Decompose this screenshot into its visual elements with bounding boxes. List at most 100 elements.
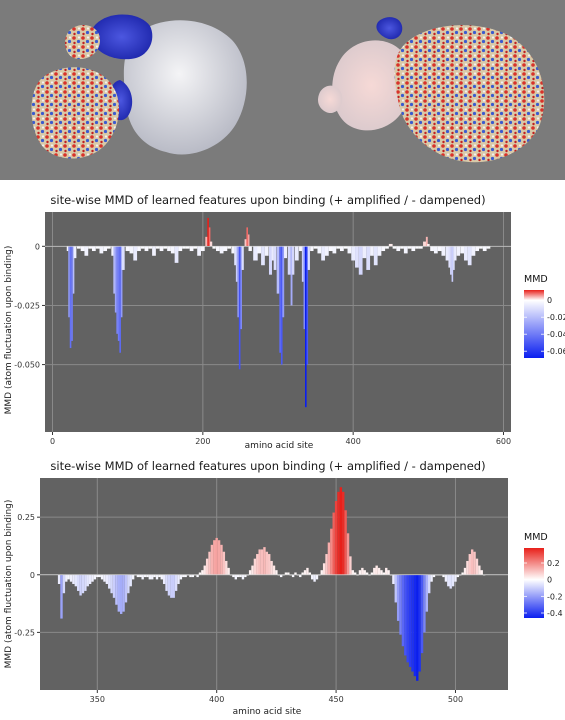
- bar-mark: [361, 567, 364, 575]
- legend-colorbar: [524, 548, 544, 618]
- bar-mark: [119, 246, 121, 353]
- x-tick-label: 400: [346, 437, 361, 446]
- bar-mark: [136, 574, 140, 578]
- bar-mark: [420, 574, 424, 654]
- bar-mark: [284, 572, 288, 575]
- bar-mark: [430, 574, 433, 582]
- bar-mark: [189, 574, 192, 578]
- bar-mark: [103, 574, 106, 582]
- bar-mark: [93, 574, 97, 580]
- bar-mark: [388, 243, 393, 247]
- bar-mark: [77, 574, 80, 591]
- bar-mark: [84, 574, 87, 591]
- bar-mark: [328, 246, 333, 252]
- bar-mark: [411, 574, 414, 672]
- bar-mark: [193, 246, 198, 249]
- legend-label: -0.06: [547, 347, 565, 356]
- bar-mark: [256, 554, 259, 575]
- bar-mark: [65, 574, 68, 582]
- bar-mark: [129, 246, 134, 254]
- bar-mark: [240, 246, 242, 330]
- legend-colorbar: [524, 290, 544, 358]
- bar-mark: [470, 549, 474, 575]
- bar-mark: [88, 246, 92, 249]
- bar-mark: [370, 246, 374, 256]
- bar-mark: [155, 246, 160, 249]
- bar-mark: [432, 574, 436, 578]
- bar-mark: [239, 574, 242, 578]
- bar-mark: [454, 574, 457, 582]
- bar-mark: [327, 542, 331, 575]
- bar-mark: [159, 246, 164, 252]
- bar-mark: [322, 563, 326, 575]
- bar-mark: [177, 574, 180, 584]
- protein-complex-surface-right: [318, 17, 545, 163]
- bar-mark: [392, 574, 395, 584]
- bar-mark: [160, 574, 163, 580]
- bar-mark: [301, 246, 304, 282]
- bar-mark: [450, 246, 452, 275]
- bars: [57, 487, 486, 681]
- bars: [66, 217, 491, 408]
- bar-mark: [418, 574, 421, 672]
- bar-mark: [213, 540, 216, 575]
- plot-panel: [45, 212, 511, 432]
- bar-mark: [358, 246, 363, 275]
- bar-mark: [260, 549, 264, 575]
- bar-mark: [264, 246, 269, 256]
- bar-mark: [468, 554, 471, 575]
- bar-mark: [172, 574, 175, 598]
- x-tick-label: 450: [328, 695, 343, 704]
- bar-mark: [205, 236, 208, 247]
- bar-mark: [237, 246, 239, 318]
- bar-mark: [387, 570, 390, 575]
- bar-mark: [392, 246, 397, 249]
- bar-mark: [232, 574, 235, 578]
- color-legend: MMD 0 -0.02 -0.04 -0.06: [524, 274, 565, 358]
- bar-mark: [100, 574, 104, 580]
- bar-mark: [179, 574, 183, 580]
- bar-mark: [430, 246, 434, 252]
- x-axis-label: amino acid site: [233, 707, 302, 717]
- bar-mark: [152, 246, 156, 256]
- bar-mark: [86, 574, 89, 587]
- bar-mark: [236, 574, 240, 578]
- bar-mark: [253, 246, 258, 261]
- bar-mark: [299, 246, 303, 252]
- bar-mark: [248, 246, 252, 252]
- x-tick-label: 400: [209, 695, 224, 704]
- bar-mark: [88, 574, 92, 584]
- bar-mark: [339, 487, 343, 575]
- legend-label: 0: [547, 576, 552, 585]
- bar-mark: [131, 574, 135, 580]
- bar-mark: [320, 570, 323, 575]
- bar-mark: [427, 243, 430, 247]
- bar-mark: [185, 246, 190, 249]
- protein-structure-image: [0, 0, 565, 180]
- bar-mark: [294, 246, 299, 261]
- bar-mark: [400, 246, 404, 249]
- bar-mark: [122, 574, 125, 612]
- bar-mark: [227, 567, 230, 575]
- bar-mark: [111, 246, 114, 256]
- bar-mark: [151, 574, 154, 580]
- y-ticks: 0.25 0 -0.25: [14, 513, 40, 637]
- bar-mark: [225, 560, 228, 575]
- bar-mark: [336, 246, 341, 249]
- bar-mark: [279, 574, 283, 578]
- bar-mark: [114, 246, 117, 313]
- bar-mark: [107, 246, 111, 249]
- x-tick-label: 500: [448, 695, 463, 704]
- bar-mark: [358, 570, 362, 575]
- bar-mark: [163, 246, 168, 249]
- bar-mark: [167, 246, 171, 252]
- bar-mark: [330, 528, 333, 575]
- bar-mark: [373, 246, 378, 266]
- bar-mark: [241, 574, 245, 580]
- y-tick-label: -0.025: [14, 301, 40, 310]
- bar-mark: [265, 551, 269, 575]
- bar-mark: [184, 574, 187, 578]
- legend-label: 0.2: [547, 559, 560, 568]
- bar-mark: [299, 574, 302, 578]
- bar-mark: [117, 574, 120, 612]
